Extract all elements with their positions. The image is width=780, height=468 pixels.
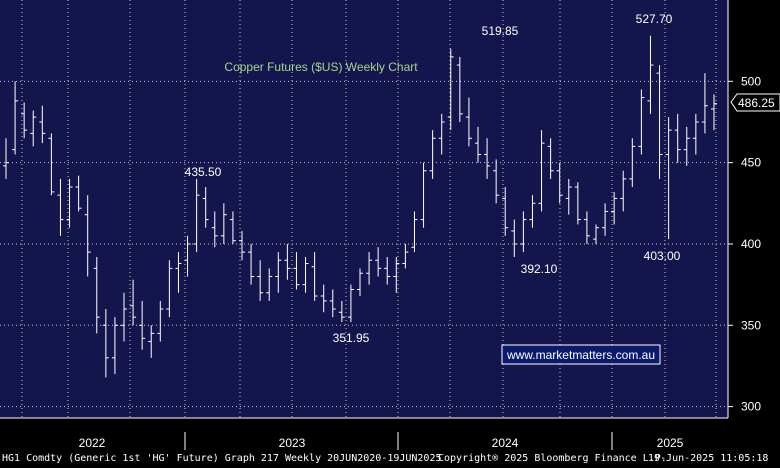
footer-copyright: Copyright® 2025 Bloomberg Finance L.P.: [438, 453, 667, 464]
annotations: 519.85 527.70 435.50 351.95 392.10 403.00: [185, 12, 681, 345]
y-tick-label: 400: [741, 237, 761, 251]
last-price-tag: 486.25: [730, 93, 780, 112]
footer-timestamp: 19-Jun-2025 11:05:18: [648, 453, 769, 464]
price-bars: [3, 35, 717, 378]
bloomberg-footer: HG1 Comdty (Generic 1st 'HG' Future) Gra…: [0, 450, 780, 468]
annotation-label: 527.70: [636, 12, 673, 26]
x-tick-label: 2025: [657, 436, 684, 450]
x-tick-labels: 2022 2023 2024 2025: [79, 432, 684, 450]
watermark-box: [501, 344, 661, 365]
y-tick-label: 300: [741, 400, 761, 414]
last-price-tag-shape: [730, 93, 780, 112]
y-tick-labels: 300 350 400 450 500: [728, 74, 761, 414]
annotation-label: 392.10: [521, 262, 558, 276]
annotation-label: 351.95: [333, 331, 370, 345]
y-tick-label: 450: [741, 156, 761, 170]
x-tick-label: 2022: [79, 436, 106, 450]
y-tick-label: 350: [741, 318, 761, 332]
x-tick-label: 2023: [279, 436, 306, 450]
chart-title: Copper Futures ($US) Weekly Chart: [224, 60, 418, 74]
watermark: www.marketmatters.com.au: [501, 344, 661, 365]
annotation-label: 519.85: [482, 24, 519, 38]
last-price-label: 486.25: [738, 96, 775, 110]
y-tick-label: 500: [741, 74, 761, 88]
x-tick-label: 2024: [492, 436, 519, 450]
y-axis-panel: [728, 0, 780, 450]
footer-security-info: HG1 Comdty (Generic 1st 'HG' Future) Gra…: [2, 453, 442, 464]
x-axis-panel: [0, 418, 780, 450]
annotation-label: 435.50: [185, 165, 222, 179]
annotation-label: 403.00: [644, 249, 681, 263]
watermark-text: www.marketmatters.com.au: [506, 348, 655, 362]
